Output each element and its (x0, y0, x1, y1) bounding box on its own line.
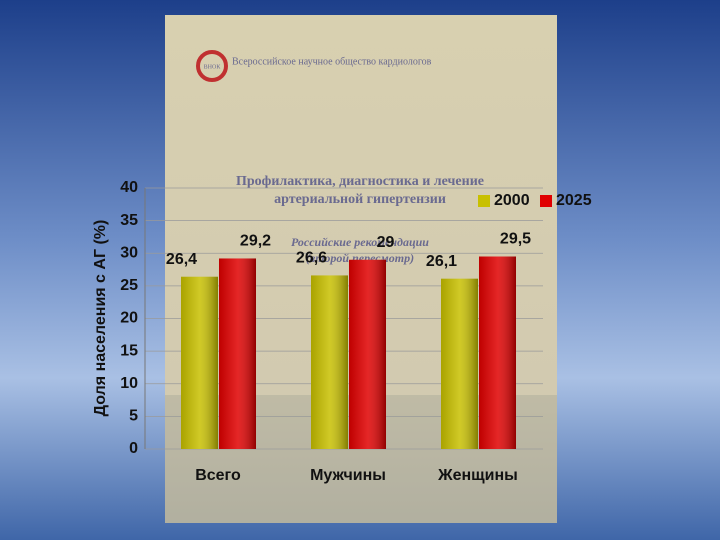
society: Всероссийское научное общество кардиолог… (232, 56, 432, 67)
y-tick-label: 35 (120, 212, 138, 229)
logo-shape (196, 50, 228, 82)
y-axis-label: Доля населения с АГ (%) (92, 220, 109, 417)
legend-label: 2025 (556, 192, 592, 209)
x-tick-label: Всего (195, 467, 241, 484)
y-tick-label: 25 (120, 277, 138, 294)
bar-shade (311, 275, 348, 449)
logo-text: ВНОК (204, 64, 222, 70)
legend-swatch (478, 195, 490, 207)
legend-label: 2000 (494, 192, 530, 209)
value-label: 29 (377, 234, 395, 251)
value-label: 26,6 (296, 250, 327, 267)
bar-shade (181, 276, 218, 449)
cover-subtitle: Российские рекомендации (291, 235, 429, 249)
bar-shade (219, 258, 256, 449)
legend-swatch (540, 195, 552, 207)
bar-shade (479, 256, 516, 449)
y-tick-label: 0 (129, 440, 138, 457)
value-label: 29,5 (500, 231, 531, 248)
y-tick-label: 5 (129, 408, 138, 425)
x-tick-label: Женщины (437, 467, 518, 484)
y-tick-label: 15 (120, 342, 138, 359)
cover-subtitle: (второй пересмотр) (306, 251, 414, 265)
value-label: 26,4 (166, 251, 197, 268)
value-label: 29,2 (240, 233, 271, 250)
bar-shade (441, 278, 478, 449)
x-tick-label: Мужчины (310, 467, 386, 484)
y-tick-label: 20 (120, 310, 138, 327)
bar-shade (349, 259, 386, 449)
y-tick-label: 30 (120, 244, 138, 261)
cover-title: артериальной гипертензии (274, 192, 446, 207)
cover-title: Профилактика, диагностика и лечение (236, 174, 484, 189)
y-tick-label: 40 (120, 179, 138, 196)
value-label: 26,1 (426, 253, 457, 270)
y-tick-label: 10 (120, 375, 138, 392)
